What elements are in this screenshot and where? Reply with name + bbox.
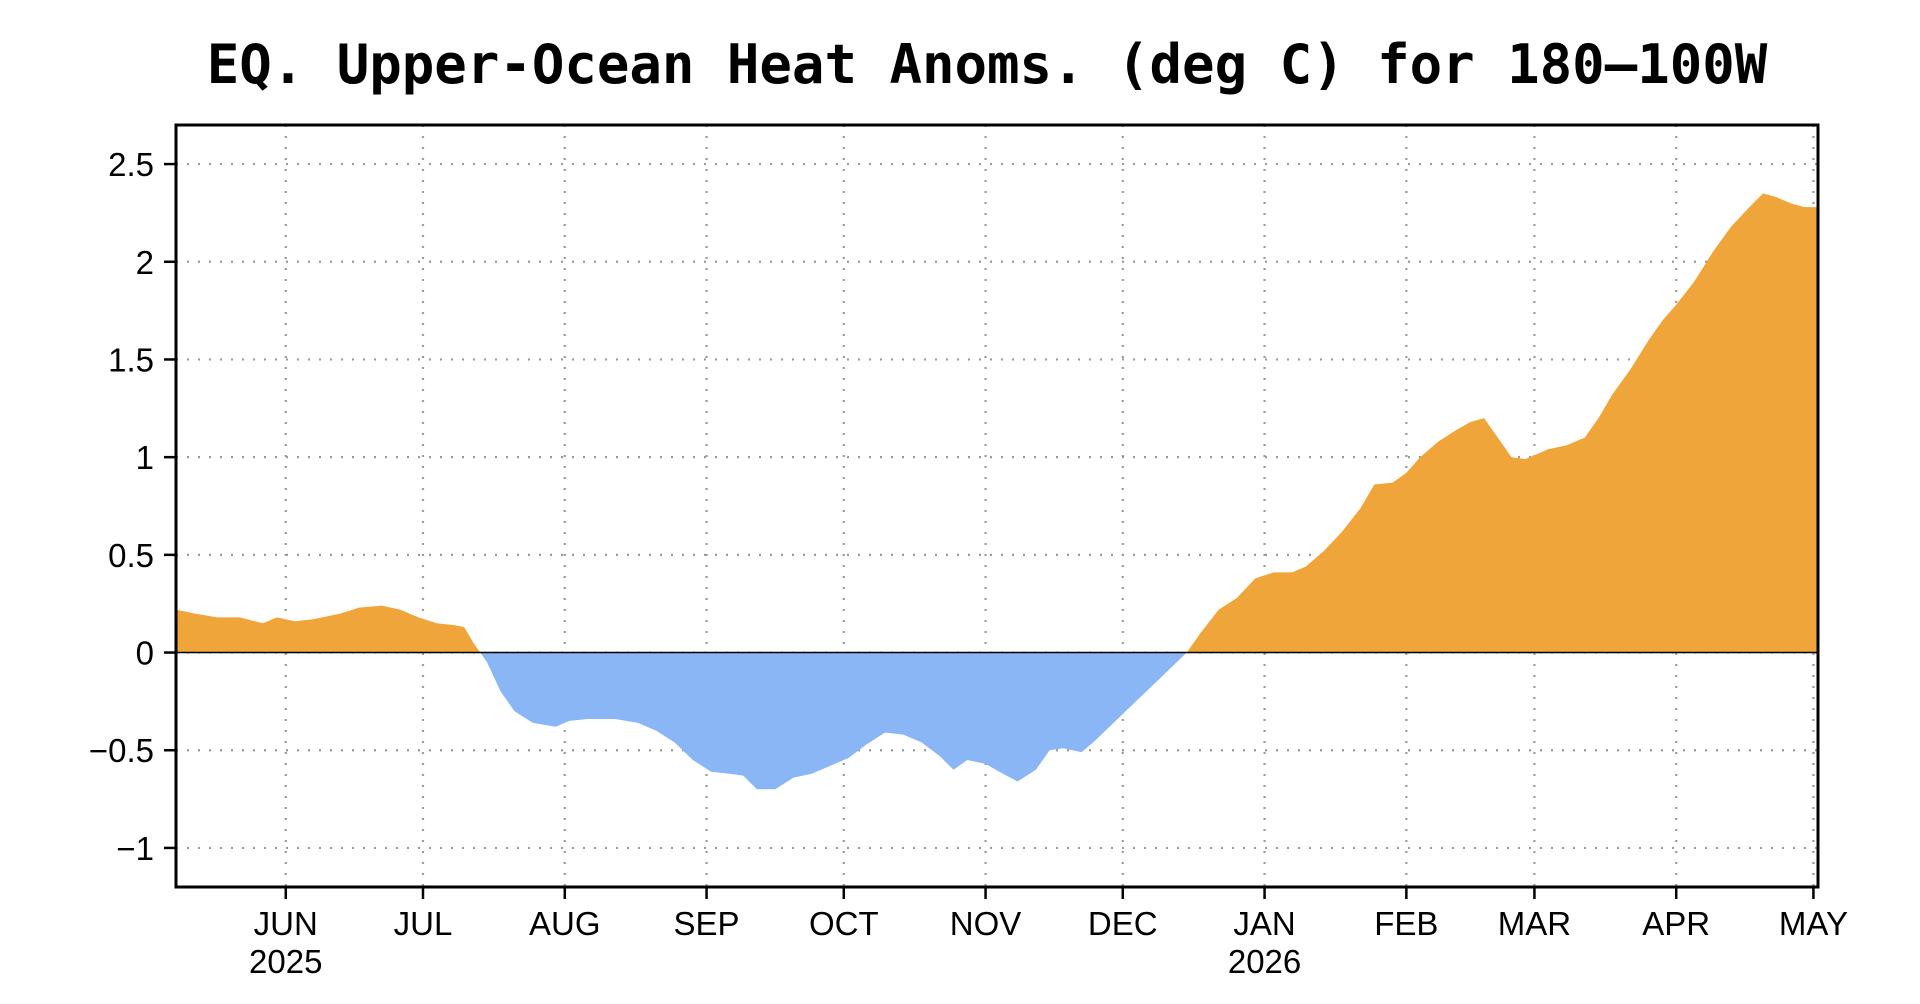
x-tick-label: AUG [529,905,601,942]
positive-anomaly-area [1186,193,1818,653]
x-year-label: 2025 [249,943,322,980]
y-tick-label: 0 [136,635,154,672]
y-tick-label: 2.5 [108,146,154,183]
x-tick-label: DEC [1088,905,1158,942]
x-tick-label: MAY [1779,905,1848,942]
y-tick-label: 0.5 [108,537,154,574]
axis-layer [164,123,1820,899]
x-tick-label: SEP [674,905,740,942]
x-tick-label: MAR [1498,905,1571,942]
y-tick-label: −1 [116,830,154,867]
area-layer [176,193,1818,790]
y-tick-label: 1.5 [108,341,154,378]
plot-frame [174,123,1820,889]
y-tick-label: −0.5 [89,732,154,769]
positive-anomaly-area [176,605,481,653]
y-tick-label: 2 [136,244,154,281]
x-tick-label: JUN [254,905,318,942]
negative-anomaly-area [480,652,1187,790]
x-year-label: 2026 [1228,943,1301,980]
y-tick-label: 1 [136,439,154,476]
x-tick-label: NOV [950,905,1022,942]
x-tick-label: APR [1642,905,1710,942]
x-tick-label: JAN [1233,905,1295,942]
x-tick-label: OCT [809,905,879,942]
x-tick-label: FEB [1374,905,1438,942]
chart-title: EQ. Upper-Ocean Heat Anoms. (deg C) for … [207,33,1768,96]
x-tick-label: JUL [394,905,453,942]
